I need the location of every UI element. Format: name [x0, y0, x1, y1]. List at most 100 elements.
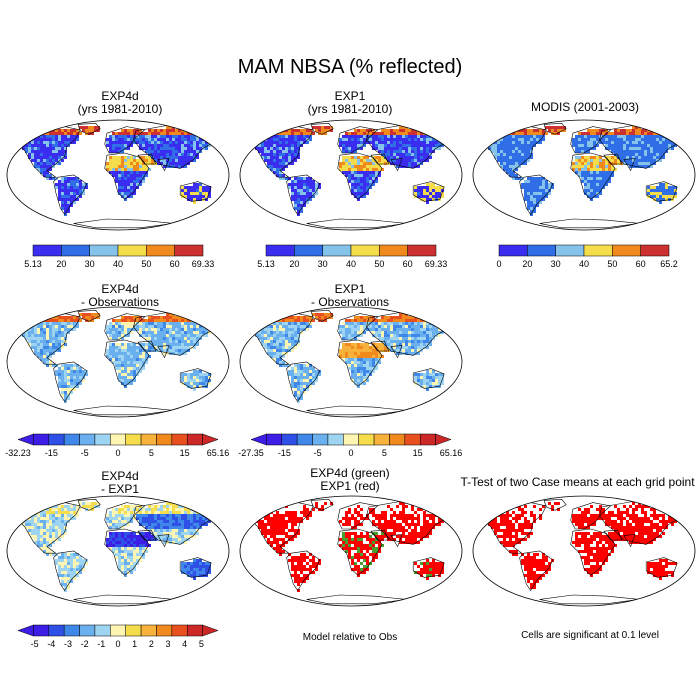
map-cell: [181, 529, 184, 532]
map-cell: [196, 526, 199, 529]
map-cell: [297, 192, 300, 195]
map-cell: [599, 177, 602, 180]
map-cell: [97, 313, 100, 316]
map-cell: [360, 319, 363, 322]
map-cell: [133, 358, 136, 361]
map-cell: [25, 135, 28, 138]
map-cell: [118, 523, 121, 526]
map-cell: [384, 162, 387, 165]
map-cell: [402, 159, 405, 162]
map-cell: [40, 165, 43, 168]
map-cell: [121, 550, 124, 553]
map-cell: [145, 346, 148, 349]
map-cell: [49, 511, 52, 514]
map-cell: [282, 168, 285, 171]
map-cell: [160, 162, 163, 165]
map-cell: [587, 132, 590, 135]
map-cell: [64, 325, 67, 328]
map-cell: [578, 147, 581, 150]
map-cell: [285, 147, 288, 150]
map-cell: [40, 153, 43, 156]
map-cell: [285, 328, 288, 331]
map-cell: [130, 129, 133, 132]
map-cell: [109, 514, 112, 517]
map-border: [472, 119, 696, 231]
map-cell: [205, 514, 208, 517]
map-cell: [25, 144, 28, 147]
map-cell: [267, 352, 270, 355]
map-cell: [190, 138, 193, 141]
map-cell: [112, 331, 115, 334]
map-cell: [512, 135, 515, 138]
map-cell: [285, 138, 288, 141]
map-cell: [312, 367, 315, 370]
map-cell: [205, 565, 208, 568]
map-cell: [270, 144, 273, 147]
map-cell: [157, 517, 160, 520]
map-cell: [261, 135, 264, 138]
map-cell: [348, 177, 351, 180]
map-cell: [130, 511, 133, 514]
map-cell: [647, 138, 650, 141]
map-cell: [294, 135, 297, 138]
map-cell: [671, 186, 674, 189]
map-cell: [432, 147, 435, 150]
map-cell: [518, 150, 521, 153]
map-cell: [70, 325, 73, 328]
map-cell: [115, 517, 118, 520]
map-cell: [193, 150, 196, 153]
map-cell: [148, 505, 151, 508]
map-cell: [339, 349, 342, 352]
map-cell: [172, 138, 175, 141]
map-cell: [88, 132, 91, 135]
map-cell: [58, 316, 61, 319]
map-cell: [37, 168, 40, 171]
map-cell: [175, 349, 178, 352]
map-cell: [530, 201, 533, 204]
map-cell: [426, 201, 429, 204]
map-cell: [121, 328, 124, 331]
map-cell: [55, 129, 58, 132]
map-cell: [291, 340, 294, 343]
map-cell: [124, 319, 127, 322]
map-cell: [115, 171, 118, 174]
map-cell: [264, 144, 267, 147]
map-cell: [345, 331, 348, 334]
map-cell: [106, 514, 109, 517]
map-cell: [366, 168, 369, 171]
map-cell: [408, 141, 411, 144]
map-cell: [70, 562, 73, 565]
map-cell: [121, 195, 124, 198]
map-cell: [163, 337, 166, 340]
map-cell: [503, 147, 506, 150]
map-cell: [34, 147, 37, 150]
map-cell: [52, 523, 55, 526]
map-cell: [64, 201, 67, 204]
map-cell: [127, 162, 130, 165]
map-cell: [255, 322, 258, 325]
map-cell: [115, 364, 118, 367]
map-cell: [37, 541, 40, 544]
map-cell: [199, 189, 202, 192]
map-cell: [196, 150, 199, 153]
map-cell: [187, 508, 190, 511]
map-cell: [169, 156, 172, 159]
map-cell: [276, 325, 279, 328]
map-cell: [112, 328, 115, 331]
map-cell: [342, 159, 345, 162]
map-cell: [160, 159, 163, 162]
map-cell: [115, 556, 118, 559]
map-cell: [345, 361, 348, 364]
map-cell: [172, 165, 175, 168]
map-cell: [524, 150, 527, 153]
map-cell: [378, 135, 381, 138]
map-cell: [46, 340, 49, 343]
map-cell: [64, 532, 67, 535]
map-cell: [593, 162, 596, 165]
map-cell: [282, 153, 285, 156]
map-cell: [632, 126, 635, 129]
map-cell: [208, 331, 211, 334]
map-cell: [366, 165, 369, 168]
map-cell: [369, 168, 372, 171]
map-cell: [641, 129, 644, 132]
